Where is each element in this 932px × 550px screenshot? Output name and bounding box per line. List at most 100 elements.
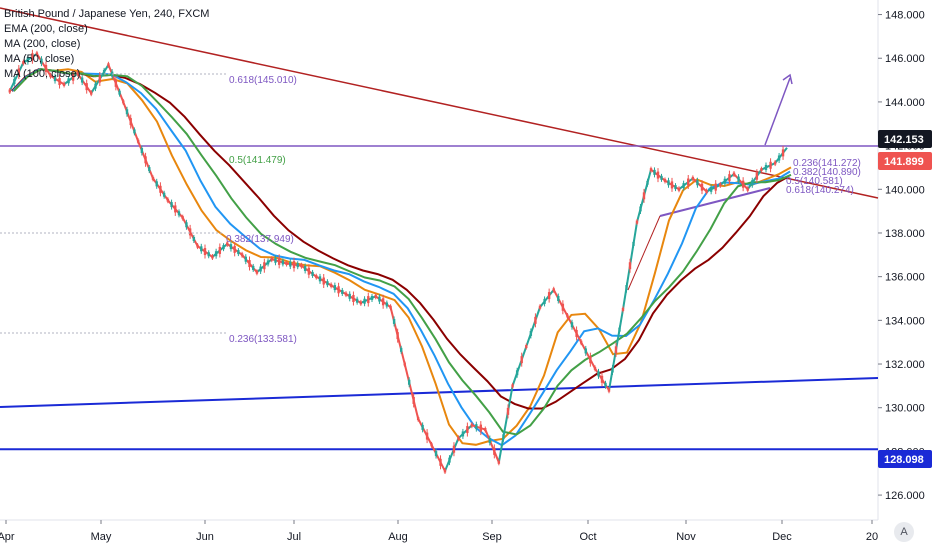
tradingview-logo[interactable]: A — [894, 522, 914, 542]
candle-body — [682, 183, 685, 189]
candle-body — [71, 73, 75, 81]
price-segment — [417, 418, 433, 446]
candle-body — [367, 296, 370, 304]
chart-legend: British Pound / Japanese Yen, 240, FXCM … — [4, 7, 209, 82]
candle-body — [579, 340, 583, 344]
candle-body — [484, 428, 487, 432]
price-segment — [678, 177, 694, 191]
candle-body — [188, 228, 192, 236]
y-tick-label-4: 140.000 — [885, 184, 925, 196]
candle-body — [570, 322, 574, 328]
candle-body — [575, 329, 578, 337]
candle-body — [741, 180, 745, 188]
candle-body — [614, 346, 618, 354]
candle-body — [53, 76, 57, 82]
candle-body — [281, 260, 285, 265]
candle-body — [277, 257, 281, 265]
candle-body — [329, 283, 333, 287]
y-tick-label-1: 146.000 — [885, 53, 925, 65]
candle-body — [192, 236, 196, 241]
candle-body — [511, 384, 514, 388]
candle-body — [520, 356, 523, 364]
candle-body — [233, 245, 236, 253]
candle-body — [352, 295, 355, 302]
candle-body — [44, 64, 48, 72]
price-segment — [22, 53, 38, 64]
candle-body — [604, 382, 607, 387]
candle-body — [98, 75, 102, 83]
price-segment — [484, 429, 500, 463]
x-tick-label-0: Apr — [0, 531, 15, 543]
candle-body — [625, 285, 628, 291]
candle-body — [162, 192, 166, 197]
candle-body — [557, 296, 560, 301]
fib-label-5: 0.382(140.890) — [793, 167, 861, 178]
candle-body — [439, 458, 442, 466]
price-segment — [471, 424, 486, 431]
candle-body — [207, 252, 210, 257]
candle-body — [226, 242, 229, 246]
candle-body — [691, 176, 695, 180]
candle-body — [639, 206, 642, 212]
candle-body — [341, 289, 344, 294]
price-segment — [580, 341, 596, 369]
candle-body — [493, 447, 496, 455]
x-tick-label-3: Jul — [287, 531, 301, 543]
projection-arrowhead — [782, 73, 793, 85]
candle-body — [40, 58, 43, 64]
fib-label-3: 0.236(133.581) — [229, 334, 297, 345]
candle-body — [403, 362, 406, 366]
price-segment — [76, 72, 93, 94]
candle-body — [125, 109, 129, 115]
candle-body — [8, 89, 11, 93]
candle-body — [222, 245, 225, 250]
candle-body — [525, 345, 528, 349]
candle-body — [777, 155, 781, 161]
rally-line — [627, 215, 661, 291]
candle-body — [129, 118, 132, 126]
x-axis: Apr May Jun Jul Aug Sep Oct Nov Dec 20 — [0, 520, 878, 543]
candle-body — [148, 167, 151, 172]
y-tick-label-11: 126.000 — [885, 490, 925, 502]
candle-body — [374, 294, 377, 298]
candle-body — [85, 83, 88, 91]
candle-body — [136, 139, 140, 143]
candle-body — [547, 292, 551, 300]
candle-body — [448, 457, 451, 463]
candle-body — [466, 426, 469, 434]
candle-body — [255, 270, 259, 274]
candle-body — [151, 176, 155, 180]
legend-ma-100: MA (100, close) — [4, 68, 81, 80]
candle-body — [214, 251, 218, 257]
price-segment — [566, 315, 583, 343]
candle-body — [670, 181, 674, 189]
y-tick-label-0: 148.000 — [885, 10, 925, 22]
y-tick-label-6: 136.000 — [885, 272, 925, 284]
candle-body — [311, 271, 314, 276]
price-series — [8, 49, 788, 475]
candle-body — [196, 244, 199, 248]
candle-body — [94, 83, 97, 89]
fib-label-6: 0.5(140.581) — [786, 176, 843, 187]
candle-body — [315, 275, 318, 279]
ma-line-3 — [13, 68, 792, 436]
x-tick-label-7: Nov — [676, 531, 696, 543]
candle-body — [396, 332, 399, 340]
candle-body — [719, 183, 722, 187]
candle-body — [274, 257, 277, 263]
candle-body — [62, 82, 66, 86]
candle-body — [674, 185, 677, 190]
candle-body — [506, 407, 510, 415]
fibonacci-levels: 0.618(145.010) 0.5(141.479) 0.382(137.949)… — [0, 73, 861, 345]
candle-body — [538, 305, 542, 309]
price-segment — [692, 177, 708, 193]
candle-body — [479, 424, 483, 432]
candle-body — [292, 261, 296, 269]
candle-body — [696, 180, 699, 186]
support-price-tag: 128.098 — [884, 454, 924, 466]
candle-body — [114, 79, 118, 87]
price-tags: 142.153 141.899 128.098 — [878, 130, 932, 468]
moving-averages — [11, 68, 792, 447]
candle-body — [318, 276, 322, 282]
